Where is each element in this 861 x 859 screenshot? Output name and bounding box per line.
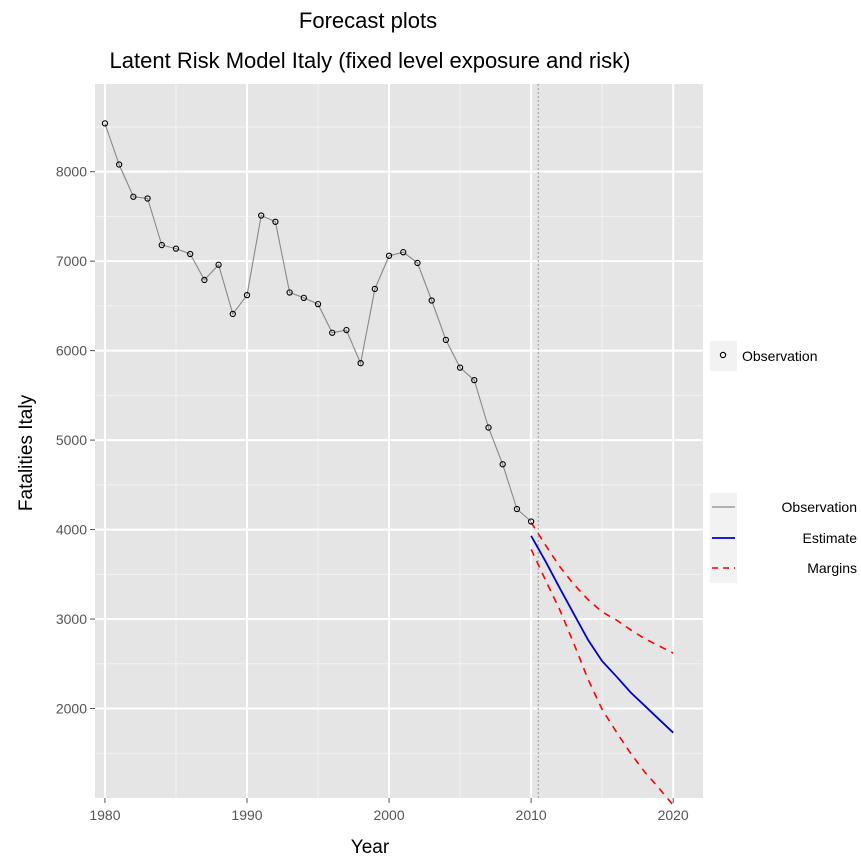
observation-point bbox=[357, 360, 364, 367]
observation-point bbox=[286, 289, 293, 296]
legend-points-key-bg bbox=[710, 341, 737, 371]
observation-point bbox=[215, 261, 222, 268]
observation-point bbox=[201, 276, 208, 284]
observation-point bbox=[243, 292, 251, 299]
legend-label-estimate: Estimate bbox=[803, 530, 858, 546]
y-axis-label: Fatalities Italy bbox=[16, 394, 37, 511]
observation-point bbox=[272, 218, 279, 225]
observation-point bbox=[527, 518, 535, 525]
observation-point bbox=[258, 212, 265, 219]
observation-point bbox=[187, 250, 194, 258]
y-axis-ticks: 2000 3000 4000 5000 6000 7000 8000 bbox=[56, 164, 95, 717]
legend-lines: Observation Estimate Margins bbox=[710, 493, 857, 583]
observation-point bbox=[343, 326, 350, 334]
grid-lines bbox=[95, 84, 703, 798]
observation-point bbox=[400, 249, 407, 256]
series-margin-lower bbox=[530, 548, 674, 806]
observation-point bbox=[471, 377, 478, 384]
legend-label-observation-point: Observation bbox=[742, 348, 817, 364]
series-margin-upper bbox=[530, 521, 674, 654]
observation-points bbox=[101, 120, 535, 525]
y-tick-label: 8000 bbox=[56, 164, 87, 180]
x-tick-label: 2010 bbox=[516, 807, 547, 823]
observation-point bbox=[130, 193, 137, 200]
observation-point bbox=[485, 424, 492, 431]
series-estimate-line bbox=[530, 535, 674, 734]
observation-point bbox=[513, 505, 521, 513]
observation-point bbox=[329, 329, 336, 336]
y-tick-label: 5000 bbox=[56, 432, 87, 448]
y-tick-label: 6000 bbox=[56, 343, 87, 359]
legend-label-observation-line: Observation bbox=[782, 499, 857, 515]
observation-point bbox=[101, 120, 109, 127]
x-axis-label: Year bbox=[351, 837, 390, 858]
observation-point bbox=[385, 252, 393, 259]
observation-point bbox=[428, 297, 435, 304]
observation-point bbox=[115, 161, 123, 168]
x-tick-label: 2020 bbox=[658, 807, 689, 823]
observation-point bbox=[442, 336, 450, 344]
x-tick-label: 1980 bbox=[89, 807, 120, 823]
observation-point bbox=[456, 364, 464, 371]
chart-title: Forecast plots bbox=[299, 8, 437, 33]
observation-point bbox=[229, 310, 236, 318]
series-observation-line bbox=[104, 123, 532, 522]
observation-point bbox=[144, 195, 151, 202]
chart-subtitle: Latent Risk Model Italy (fixed level exp… bbox=[110, 48, 631, 73]
legend-label-margins: Margins bbox=[807, 560, 857, 576]
legend-points: Observation bbox=[710, 341, 817, 371]
observation-point bbox=[314, 300, 322, 308]
y-tick-label: 4000 bbox=[56, 522, 87, 538]
observation-point bbox=[158, 241, 165, 249]
y-tick-label: 7000 bbox=[56, 253, 87, 269]
observation-point bbox=[414, 259, 421, 267]
legend-point-key bbox=[719, 351, 727, 359]
y-tick-label: 2000 bbox=[56, 701, 87, 717]
x-tick-label: 1990 bbox=[231, 807, 262, 823]
x-tick-label: 2000 bbox=[373, 807, 404, 823]
observation-point bbox=[172, 245, 180, 252]
y-tick-label: 3000 bbox=[56, 611, 87, 627]
observation-point bbox=[300, 294, 307, 301]
observation-point bbox=[371, 285, 379, 293]
series-layer bbox=[104, 123, 674, 806]
x-axis-ticks: 1980 1990 2000 2010 2020 bbox=[89, 798, 689, 823]
observation-point bbox=[499, 461, 506, 468]
